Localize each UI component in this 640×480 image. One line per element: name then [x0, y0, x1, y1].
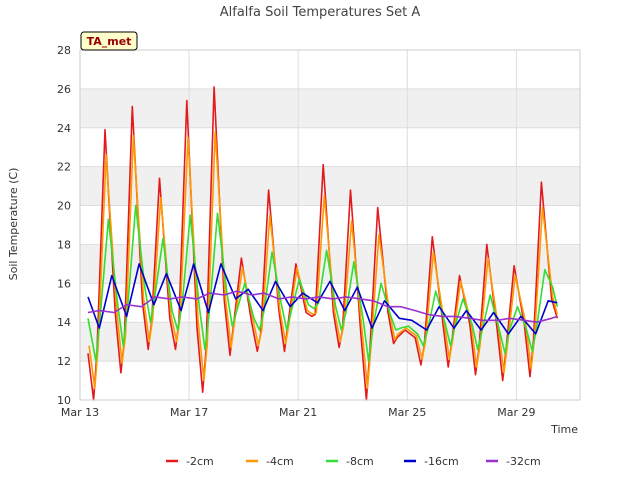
chart-title: Alfalfa Soil Temperatures Set A	[220, 5, 421, 20]
x-tick-label: Mar 21	[279, 406, 317, 419]
station-badge-box	[80, 31, 138, 51]
legend-label: -4cm	[266, 455, 294, 468]
x-tick-label: Mar 13	[61, 406, 99, 419]
y-tick-label: 22	[57, 161, 71, 174]
legend-entry: -2cm	[166, 455, 214, 468]
legend-label: -8cm	[346, 455, 374, 468]
plot-band	[80, 88, 580, 128]
x-axis-title: Time	[550, 423, 578, 436]
y-tick-label: 14	[57, 316, 71, 329]
y-tick-label: 24	[57, 122, 71, 135]
legend-entry: -8cm	[326, 455, 374, 468]
axes: 10 12 14 16 18 20 22 24 26 28 Mar 13 Mar 17 Mar 21 Ma…	[57, 44, 581, 419]
y-tick-label: 20	[57, 200, 71, 213]
plot-border	[79, 49, 581, 401]
y-tick-label: 16	[57, 277, 71, 290]
series-line-32cmcm	[87, 290, 558, 324]
legend-entry: -16cm	[404, 455, 459, 468]
x-tick-label: Mar 25	[388, 406, 426, 419]
series-line-16cmcm	[87, 263, 558, 335]
x-tick-label: Mar 29	[497, 406, 535, 419]
y-tick-label: 18	[57, 238, 71, 251]
legend-label: -16cm	[424, 455, 459, 468]
station-badge-label: TA_met	[87, 35, 132, 48]
y-tick-label: 28	[57, 44, 71, 57]
x-tick-label: Mar 17	[170, 406, 208, 419]
series-lines	[87, 86, 559, 401]
legend-entry: -4cm	[246, 455, 294, 468]
legend-label: -2cm	[186, 455, 214, 468]
legend: -2cm -4cm -8cm -16cm -32cm	[166, 455, 541, 468]
gridlines	[79, 49, 580, 401]
legend-entry: -32cm	[486, 455, 541, 468]
y-axis-title: Soil Temperature (C)	[7, 168, 20, 281]
y-tick-label: 12	[57, 355, 71, 368]
y-tick-label: 10	[57, 394, 71, 407]
station-badge: TA_met	[80, 31, 138, 51]
plot-background	[80, 50, 580, 400]
plot-band	[80, 166, 580, 206]
legend-label: -32cm	[506, 455, 541, 468]
y-tick-label: 26	[57, 83, 71, 96]
